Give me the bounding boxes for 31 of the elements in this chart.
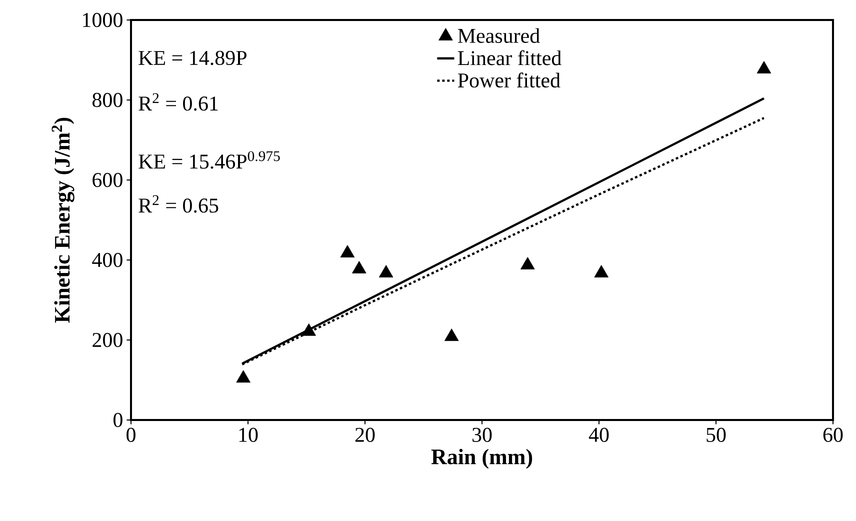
legend-label: Power fitted bbox=[458, 72, 560, 88]
annotation: KE = 14.89P bbox=[138, 50, 246, 66]
x-tick-label: 20 bbox=[355, 428, 375, 442]
x-tick-label: 30 bbox=[472, 428, 492, 442]
annotation: R$^{2}$ = 0.65 bbox=[138, 195, 218, 213]
point bbox=[340, 244, 355, 258]
y-tick-label: 600 bbox=[92, 172, 122, 188]
annotation: KE = 15.46P$^{0.975}$ bbox=[138, 151, 280, 169]
legend-label: Measured bbox=[458, 28, 540, 43]
point bbox=[352, 260, 366, 274]
point bbox=[756, 60, 772, 74]
point bbox=[302, 323, 316, 336]
legend-label: Linear fitted bbox=[458, 50, 562, 66]
x-tick-label: 50 bbox=[706, 428, 726, 442]
y-axis-title: Kinetic Energy (J/m$^{2}$) bbox=[52, 118, 74, 323]
point bbox=[236, 370, 250, 383]
point bbox=[520, 256, 535, 270]
y-tick-label: 800 bbox=[92, 92, 122, 108]
y-tick-label: 200 bbox=[92, 332, 122, 348]
point bbox=[594, 264, 608, 278]
y-tick-label: 0 bbox=[114, 412, 122, 428]
y-tick-label: 400 bbox=[92, 252, 122, 268]
x-axis-title: Rain (mm) bbox=[431, 448, 532, 469]
point bbox=[378, 264, 394, 278]
y-tick-label: 1000 bbox=[83, 12, 122, 28]
x-tick-label: 60 bbox=[823, 428, 843, 442]
x-tick-label: 10 bbox=[239, 428, 258, 442]
x-tick-label: 40 bbox=[588, 428, 609, 442]
point bbox=[444, 328, 459, 341]
x-tick-label: 0 bbox=[126, 428, 136, 442]
annotation: R$^{2}$ = 0.61 bbox=[138, 93, 218, 111]
